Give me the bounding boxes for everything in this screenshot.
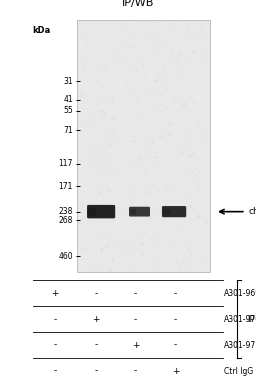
Text: -: - (174, 315, 177, 324)
FancyBboxPatch shape (129, 207, 150, 217)
Text: +: + (51, 289, 59, 298)
Text: -: - (54, 315, 57, 324)
Text: 268: 268 (59, 215, 73, 225)
Text: 460: 460 (58, 252, 73, 261)
Text: -: - (94, 367, 98, 376)
Text: -: - (54, 341, 57, 349)
Text: +: + (132, 341, 140, 349)
FancyBboxPatch shape (88, 208, 97, 215)
Text: IP: IP (247, 315, 255, 324)
FancyBboxPatch shape (130, 209, 136, 214)
FancyBboxPatch shape (87, 205, 115, 218)
Text: 55: 55 (63, 106, 73, 115)
Text: A301-969A: A301-969A (224, 289, 256, 298)
Text: 238: 238 (59, 207, 73, 216)
Text: +: + (172, 367, 179, 376)
Text: A301-971A: A301-971A (224, 341, 256, 349)
Text: -: - (174, 341, 177, 349)
Text: -: - (134, 367, 137, 376)
Text: 41: 41 (63, 95, 73, 104)
FancyBboxPatch shape (163, 209, 170, 215)
Bar (77, 20, 210, 272)
Text: 31: 31 (63, 77, 73, 86)
Text: 171: 171 (59, 182, 73, 191)
Text: A301-970A: A301-970A (224, 315, 256, 324)
Text: +: + (92, 315, 100, 324)
Text: Ctrl IgG: Ctrl IgG (224, 367, 253, 376)
Text: 71: 71 (63, 126, 73, 135)
Text: -: - (134, 315, 137, 324)
Text: kDa: kDa (32, 26, 50, 35)
Text: -: - (94, 289, 98, 298)
Text: IP/WB: IP/WB (122, 0, 154, 8)
Text: ch-TOG: ch-TOG (248, 207, 256, 216)
FancyBboxPatch shape (162, 206, 186, 217)
Text: -: - (54, 367, 57, 376)
Text: -: - (94, 341, 98, 349)
Text: -: - (134, 289, 137, 298)
Text: -: - (174, 289, 177, 298)
Text: 117: 117 (59, 159, 73, 169)
